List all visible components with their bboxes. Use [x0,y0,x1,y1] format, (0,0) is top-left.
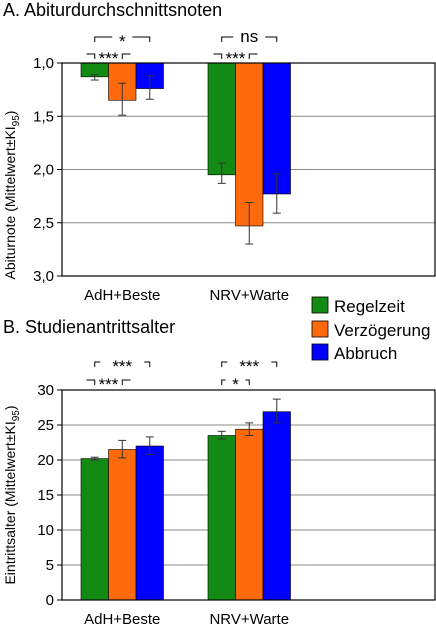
legend-swatch [311,296,329,314]
bar [262,411,291,601]
bar [207,435,236,601]
x-category-label: NRV+Warte [209,611,289,625]
chart-title: A. Abiturdurchschnittsnoten [3,0,222,20]
y-tick-label: 1,5 [33,108,54,125]
significance-label: *** [112,357,132,376]
legend-label: Verzögerung [334,321,430,340]
significance-bracket [94,36,151,42]
significance-bracket [221,379,250,385]
y-tick-label: 2,5 [33,215,54,232]
y-tick-label: 15 [37,487,54,504]
y-tick-label: 5 [46,557,54,574]
y-tick-label: 3,0 [33,268,54,285]
y-axis-label: Eintrittsalter (Mittelwert±KI95) [2,405,22,584]
bar [262,62,291,195]
significance-label: *** [239,357,259,376]
legend: Regelzeit Verzögerung Abbruch [311,296,430,363]
y-tick-label: 2,0 [33,162,54,179]
bar [207,62,236,176]
legend-swatch [311,320,329,338]
legend-label: Regelzeit [334,297,405,316]
significance-label: *** [99,49,119,68]
significance-bracket [94,361,151,367]
bar [80,458,109,601]
significance-bracket [221,361,278,367]
significance-label: * [119,32,126,51]
y-axis-label: Abiturnote (Mittelwert±KI95) [2,111,22,280]
y-tick-label: 25 [37,417,54,434]
bar [235,428,264,601]
bar [235,62,264,227]
bar [108,449,137,601]
y-tick-label: 20 [37,452,54,469]
y-tick-label: 30 [37,382,54,399]
x-category-label: AdH+Beste [84,611,160,625]
significance-label: *** [226,49,246,68]
y-tick-label: 0 [46,592,54,609]
panel-studienantrittsalter: B. Studienantrittsalter Eintrittsalter (… [2,317,436,625]
significance-bracket [86,53,131,59]
y-tick-label: 1,0 [33,55,54,72]
significance-bracket [86,379,131,385]
legend-swatch [311,343,329,361]
significance-label: *** [99,375,119,394]
legend-label: Abbruch [334,344,397,363]
significance-bracket [213,53,258,59]
y-tick-label: 10 [37,522,54,539]
significance-bracket [221,36,278,42]
significance-label: ns [240,27,258,46]
panel-abiturdurchschnittsnoten: A. Abiturdurchschnittsnoten Abiturnote (… [2,0,436,304]
chart-title: B. Studienantrittsalter [3,317,175,337]
bar [135,445,164,601]
x-category-label: AdH+Beste [84,287,160,304]
significance-label: * [232,375,239,394]
x-category-label: NRV+Warte [209,287,289,304]
